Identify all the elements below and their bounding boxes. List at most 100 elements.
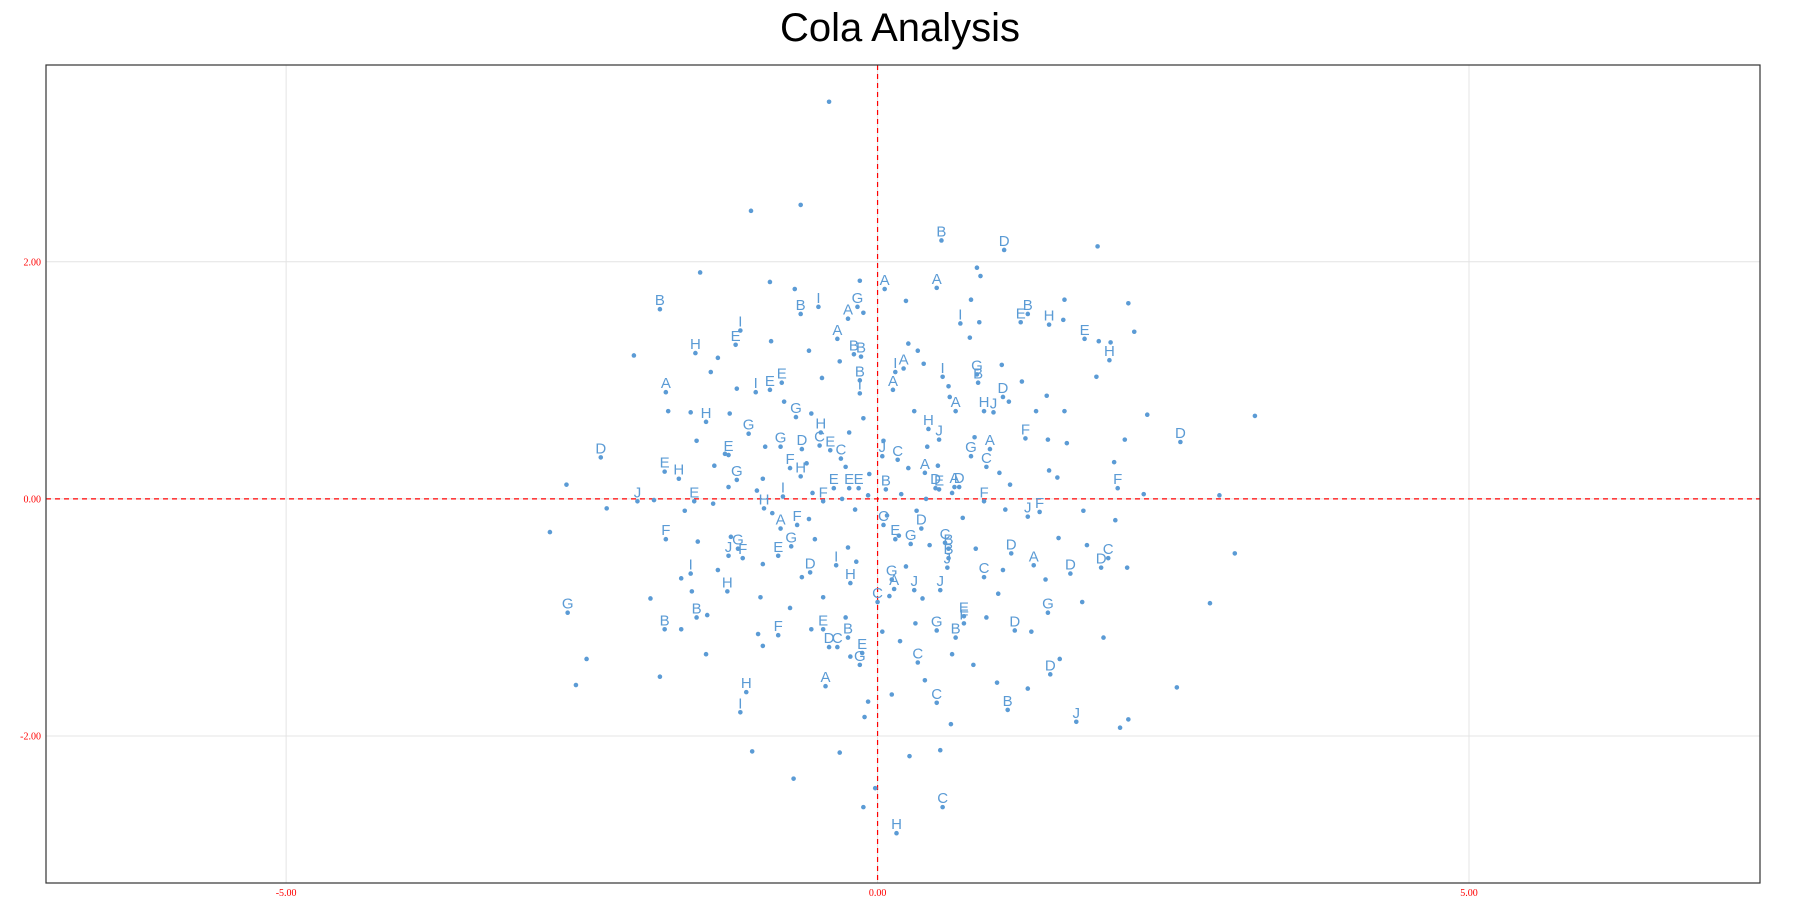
data-point: [648, 596, 653, 601]
data-point: [967, 335, 973, 340]
point-label: A: [889, 572, 899, 589]
data-point: [940, 804, 945, 810]
data-point: [984, 615, 989, 620]
data-point: [875, 599, 880, 605]
point-label: G: [562, 596, 574, 613]
point-label: J: [1024, 500, 1032, 517]
data-point: [852, 507, 858, 512]
data-point: [1178, 439, 1183, 445]
data-point: [806, 348, 812, 354]
data-point: [981, 498, 987, 504]
point-label: D: [796, 432, 807, 449]
data-point: [727, 411, 733, 416]
y-tick-label: 2.00: [24, 257, 42, 268]
point-label: B: [796, 297, 806, 314]
data-point: [927, 542, 932, 548]
point-label: G: [743, 417, 755, 434]
data-point: [746, 431, 751, 436]
data-point: [827, 447, 833, 453]
data-point: [726, 484, 731, 490]
point-label: C: [979, 560, 990, 577]
data-point: [1141, 491, 1147, 497]
data-point: [769, 510, 775, 516]
data-point: [1037, 509, 1042, 515]
point-label: J: [935, 423, 943, 440]
point-label: C: [940, 526, 951, 543]
data-point: [678, 627, 684, 632]
data-point: [857, 378, 863, 383]
point-label: G: [852, 290, 864, 307]
data-point: [907, 753, 912, 759]
data-point: [913, 621, 918, 626]
point-label: D: [595, 440, 606, 457]
data-point: [1000, 567, 1006, 573]
data-point: [908, 541, 913, 547]
data-point: [831, 485, 837, 491]
data-point: [688, 410, 693, 415]
data-point: [861, 415, 866, 421]
point-label: A: [821, 669, 831, 686]
data-point: [1045, 437, 1051, 442]
x-tick-label: 5.00: [1460, 888, 1478, 899]
point-label: G: [905, 527, 917, 544]
data-point: [710, 501, 716, 506]
data-point: [693, 350, 698, 356]
data-point: [934, 628, 940, 633]
data-point: [1055, 475, 1060, 480]
data-point: [688, 571, 693, 576]
data-point: [748, 208, 754, 214]
point-label: B: [944, 532, 954, 549]
y-tick-label: 0.00: [24, 494, 42, 505]
data-point: [968, 453, 974, 459]
data-points: [547, 99, 1258, 836]
data-point: [843, 615, 848, 620]
data-point: [778, 526, 783, 531]
point-label: I: [816, 290, 820, 307]
data-point: [1082, 336, 1087, 342]
data-point: [792, 286, 798, 292]
data-point: [806, 516, 812, 522]
data-point: [940, 374, 945, 380]
point-label: D: [1065, 557, 1076, 574]
data-point: [573, 682, 579, 688]
data-point: [845, 316, 851, 321]
data-point: [946, 546, 951, 551]
data-point: [1111, 459, 1117, 465]
point-label: E: [857, 636, 867, 653]
point-label: B: [655, 292, 665, 309]
data-point: [833, 562, 839, 568]
data-point: [893, 369, 898, 375]
data-point: [779, 380, 785, 386]
data-point: [787, 605, 793, 611]
point-label: E: [825, 433, 835, 450]
data-point: [1068, 571, 1073, 576]
point-label: E: [660, 455, 670, 472]
point-label: B: [936, 223, 946, 240]
point-label: I: [781, 480, 785, 497]
data-point: [911, 587, 917, 593]
data-point: [662, 469, 667, 474]
data-point: [936, 437, 942, 442]
data-point: [958, 321, 963, 326]
point-label: A: [843, 302, 853, 319]
data-point: [851, 351, 857, 357]
data-point: [942, 540, 948, 546]
data-point: [818, 430, 824, 435]
data-point: [866, 471, 872, 477]
point-label: J: [937, 573, 945, 590]
point-label: H: [722, 574, 733, 591]
x-tick-label: 0.00: [869, 888, 887, 899]
data-point: [1174, 685, 1180, 690]
point-label: J: [879, 439, 887, 456]
data-point: [740, 555, 746, 561]
point-label: G: [931, 613, 943, 630]
point-label: D: [1175, 425, 1186, 442]
data-point: [761, 506, 767, 511]
data-point: [758, 594, 763, 600]
data-point: [896, 533, 902, 538]
data-point: [858, 354, 864, 359]
point-label: E: [934, 472, 944, 489]
data-point: [971, 662, 976, 668]
data-point: [926, 426, 931, 432]
point-label: E: [854, 471, 864, 488]
